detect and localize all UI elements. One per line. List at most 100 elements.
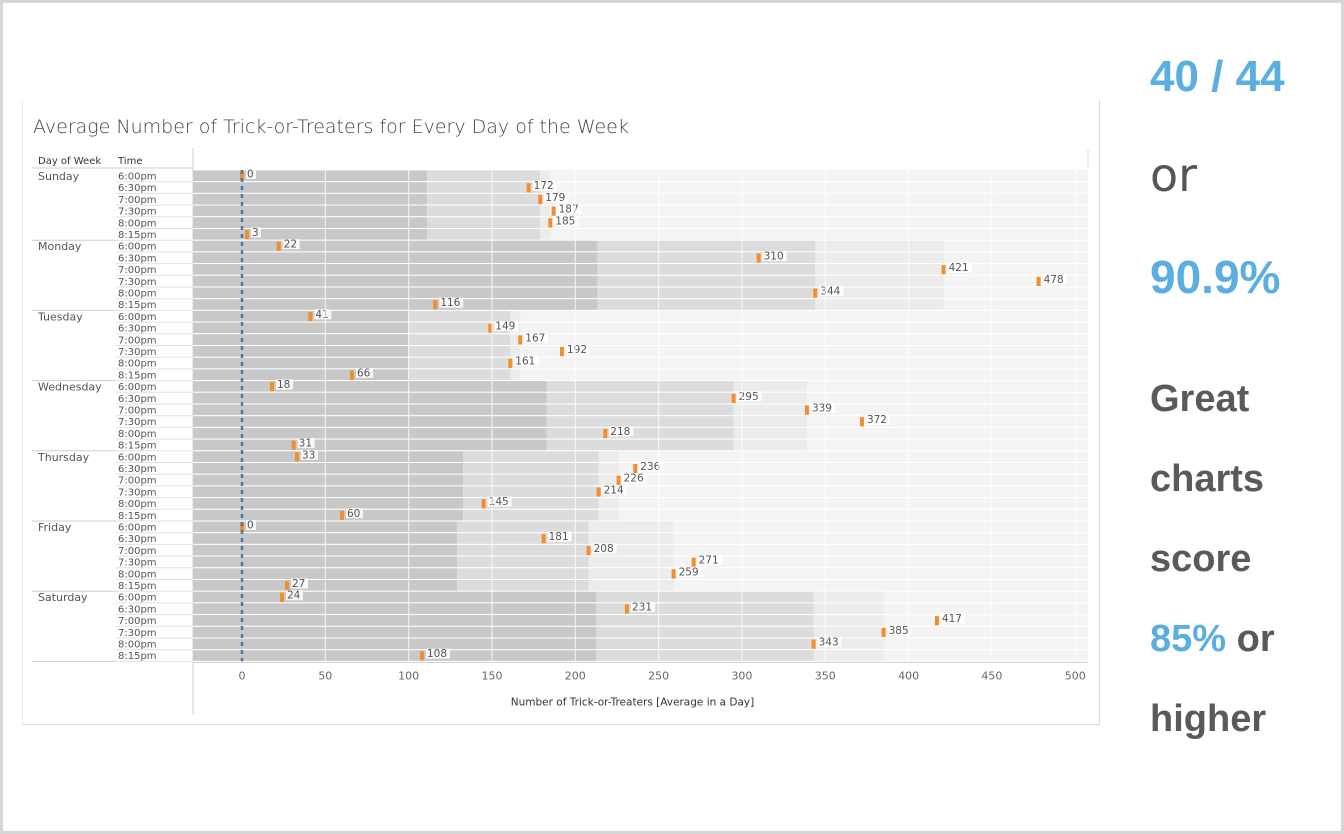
band-mid [596, 626, 814, 638]
data-label-bg [246, 520, 256, 530]
x-tick-label: 350 [815, 669, 836, 682]
data-label-bg [544, 192, 569, 203]
data-marker [941, 265, 946, 275]
data-label: 421 [949, 262, 969, 274]
band-dark [193, 369, 409, 381]
band-light [815, 275, 944, 287]
band-light [510, 369, 521, 381]
data-label-bg [439, 297, 464, 308]
band-mid [426, 229, 541, 240]
band-light [540, 217, 551, 228]
data-marker [481, 499, 486, 509]
data-marker [240, 171, 244, 181]
data-label-bg [297, 438, 315, 449]
data-label-bg [592, 543, 617, 554]
band-light [598, 451, 619, 462]
band-mid [546, 392, 734, 404]
band-light [598, 474, 619, 486]
message-line-2: charts [1150, 458, 1265, 500]
band-dark [193, 591, 597, 603]
time-label: 8:00pm [118, 429, 157, 440]
band-light [815, 240, 944, 252]
data-label: 145 [489, 496, 509, 508]
time-label: 6:30pm [118, 464, 157, 475]
data-label-bg [314, 309, 332, 320]
band-mid [546, 404, 734, 416]
data-marker [279, 592, 284, 602]
data-label-bg [602, 484, 627, 495]
data-marker [284, 581, 289, 591]
data-label-bg [817, 637, 842, 647]
time-label: 8:15pm [118, 651, 157, 662]
message-line-4: 85% or [1150, 618, 1275, 661]
band-light [588, 544, 674, 556]
band-mid [456, 533, 589, 544]
data-label-bg [609, 426, 634, 437]
data-label-bg [887, 625, 912, 636]
data-label-bg [300, 449, 318, 460]
time-label: 8:15pm [118, 581, 157, 592]
band-light [815, 252, 944, 264]
data-label: 192 [567, 344, 587, 356]
band-mid [463, 451, 599, 462]
band-mid [597, 287, 816, 299]
band-light [588, 533, 674, 544]
time-label: 8:00pm [118, 569, 157, 580]
time-label: 7:00pm [118, 406, 157, 417]
band-mid [426, 205, 541, 217]
data-marker [559, 347, 564, 357]
data-label: 24 [287, 590, 301, 602]
band-dark [193, 474, 464, 486]
time-label: 6:30pm [118, 183, 157, 194]
data-label: 0 [247, 520, 254, 532]
chart-card [22, 100, 1100, 725]
band-mid [596, 603, 814, 615]
data-label: 218 [610, 426, 630, 438]
band-dark [193, 638, 597, 650]
data-label-bg [940, 613, 965, 624]
message-line-3: score [1150, 538, 1252, 580]
band-light [510, 334, 521, 345]
band-mid [546, 381, 734, 392]
score-value: 40 / 44 [1150, 52, 1285, 101]
band-light [540, 170, 551, 182]
band-mid [426, 217, 541, 228]
band-light [540, 229, 551, 240]
day-label: Friday [38, 521, 72, 534]
data-label-bg [246, 169, 256, 179]
data-label: 214 [604, 484, 624, 496]
data-label: 259 [679, 566, 699, 578]
x-tick-label: 0 [239, 669, 246, 682]
time-label: 7:30pm [118, 347, 157, 358]
band-dark [193, 229, 427, 240]
band-dark [193, 626, 597, 638]
data-label: 208 [594, 543, 614, 555]
time-label: 7:00pm [118, 195, 157, 206]
band-light [813, 638, 884, 650]
data-label: 41 [315, 309, 328, 321]
x-tick-label: 300 [731, 669, 752, 682]
data-marker [633, 464, 638, 474]
band-dark [193, 498, 464, 509]
data-marker [538, 194, 543, 205]
band-mid [546, 416, 734, 427]
time-label: 7:00pm [118, 335, 157, 346]
data-marker [433, 300, 438, 310]
data-label-bg [290, 578, 308, 589]
band-dark [193, 463, 464, 474]
band-light [510, 310, 521, 322]
time-label: 7:30pm [118, 558, 157, 569]
data-marker [586, 545, 591, 556]
chart-title: Average Number of Trick-or-Treaters for … [33, 116, 629, 138]
data-label-bg [810, 403, 835, 413]
data-marker [813, 288, 818, 298]
data-label-bg [355, 367, 373, 378]
data-label: 116 [440, 297, 460, 309]
data-label-bg [865, 414, 890, 425]
data-label: 372 [867, 414, 887, 426]
data-marker [526, 183, 531, 193]
x-tick-label: 400 [898, 669, 919, 682]
data-marker [308, 311, 313, 322]
data-label: 167 [525, 332, 545, 344]
time-label: 6:00pm [118, 242, 157, 253]
